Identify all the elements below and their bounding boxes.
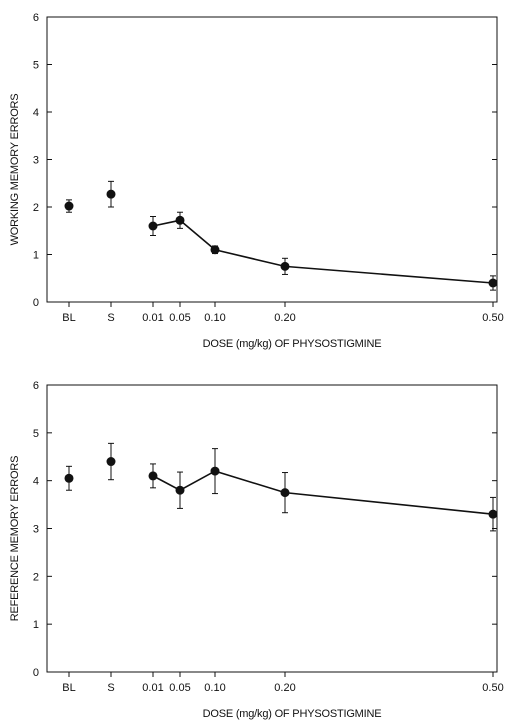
y-tick-label: 1 bbox=[33, 250, 39, 262]
y-tick-label: 6 bbox=[33, 380, 39, 392]
series-line bbox=[153, 220, 493, 283]
data-point bbox=[281, 488, 290, 497]
x-tick-label: 0.01 bbox=[142, 312, 163, 324]
x-tick-label: 0.10 bbox=[204, 312, 225, 324]
x-tick-label: 0.01 bbox=[142, 682, 163, 694]
plot-frame bbox=[47, 385, 497, 672]
data-point bbox=[489, 279, 498, 288]
data-point bbox=[211, 467, 220, 476]
series-line bbox=[153, 471, 493, 514]
y-axis-label: WORKING MEMORY ERRORS bbox=[9, 94, 21, 246]
y-tick-label: 6 bbox=[33, 12, 39, 24]
x-tick-label: 0.20 bbox=[274, 312, 295, 324]
x-tick-label: 0.20 bbox=[274, 682, 295, 694]
x-tick-label: 0.50 bbox=[482, 312, 503, 324]
x-axis-label: DOSE (mg/kg) OF PHYSOSTIGMINE bbox=[203, 708, 382, 720]
data-point bbox=[176, 486, 185, 495]
data-point bbox=[65, 202, 74, 211]
y-tick-label: 1 bbox=[33, 619, 39, 631]
y-tick-label: 0 bbox=[33, 667, 39, 679]
y-tick-label: 4 bbox=[33, 476, 39, 488]
y-tick-label: 3 bbox=[33, 155, 39, 167]
x-tick-label: BL bbox=[62, 312, 75, 324]
data-point bbox=[65, 474, 74, 483]
plot-frame bbox=[47, 17, 497, 302]
y-tick-label: 5 bbox=[33, 60, 39, 72]
x-axis-label: DOSE (mg/kg) OF PHYSOSTIGMINE bbox=[203, 338, 382, 350]
data-point bbox=[211, 245, 220, 254]
data-point bbox=[176, 216, 185, 225]
x-tick-label: S bbox=[107, 312, 114, 324]
x-tick-label: 0.50 bbox=[482, 682, 503, 694]
y-tick-label: 4 bbox=[33, 107, 39, 119]
data-point bbox=[149, 471, 158, 480]
x-tick-label: 0.10 bbox=[204, 682, 225, 694]
y-axis-label: REFERENCE MEMORY ERRORS bbox=[9, 456, 21, 622]
data-point bbox=[489, 510, 498, 519]
x-tick-label: 0.05 bbox=[169, 682, 190, 694]
y-tick-label: 5 bbox=[33, 428, 39, 440]
data-point bbox=[149, 222, 158, 231]
y-tick-label: 0 bbox=[33, 297, 39, 309]
data-point bbox=[107, 190, 116, 199]
y-tick-label: 3 bbox=[33, 524, 39, 536]
x-tick-label: S bbox=[107, 682, 114, 694]
y-tick-label: 2 bbox=[33, 202, 39, 214]
reference-memory-chart: 0 1 2 3 4 5 6 BL S 0.01 0.05 0.10 0.20 0.50 DOSE (mg/k… bbox=[9, 380, 504, 720]
x-tick-label: BL bbox=[62, 682, 75, 694]
x-tick-label: 0.05 bbox=[169, 312, 190, 324]
data-point bbox=[281, 262, 290, 271]
working-memory-chart: 0 1 2 3 4 5 6 BL S 0.01 0.05 0.10 0.20 0.50 DOSE (mg/k… bbox=[9, 12, 504, 350]
data-point bbox=[107, 457, 116, 466]
y-tick-label: 2 bbox=[33, 571, 39, 583]
